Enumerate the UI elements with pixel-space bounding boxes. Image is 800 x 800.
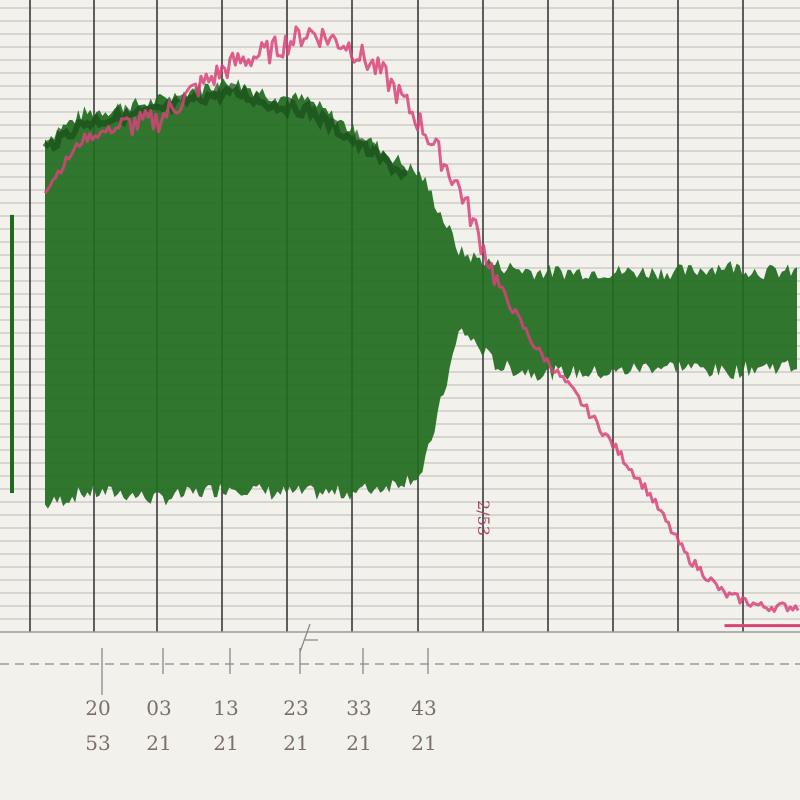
tick-label-top: 13	[213, 696, 238, 720]
tick-labels: 20 53 03 21 13 21 23 21 33 21 43 21	[85, 696, 436, 755]
series-green-band	[45, 78, 797, 509]
traces	[10, 25, 800, 628]
tick-label-bottom: 21	[283, 731, 308, 755]
tick-label-bottom: 21	[213, 731, 238, 755]
tick-label-top: 03	[146, 696, 171, 720]
axis-marker	[299, 623, 318, 653]
tick-label-top: 23	[283, 696, 308, 720]
series-pink-line	[43, 25, 800, 613]
tick-label-bottom: 53	[85, 731, 110, 755]
tick-label-top: 33	[346, 696, 371, 720]
tick-label-bottom: 21	[411, 731, 436, 755]
series-green-rim	[42, 81, 409, 181]
tick-label-top: 43	[411, 696, 436, 720]
tick-label-bottom: 21	[146, 731, 171, 755]
annotation-label: 2/53	[474, 500, 493, 536]
tick-label-bottom: 21	[346, 731, 371, 755]
tick-label-top: 20	[85, 696, 110, 720]
time-axis	[0, 623, 800, 695]
